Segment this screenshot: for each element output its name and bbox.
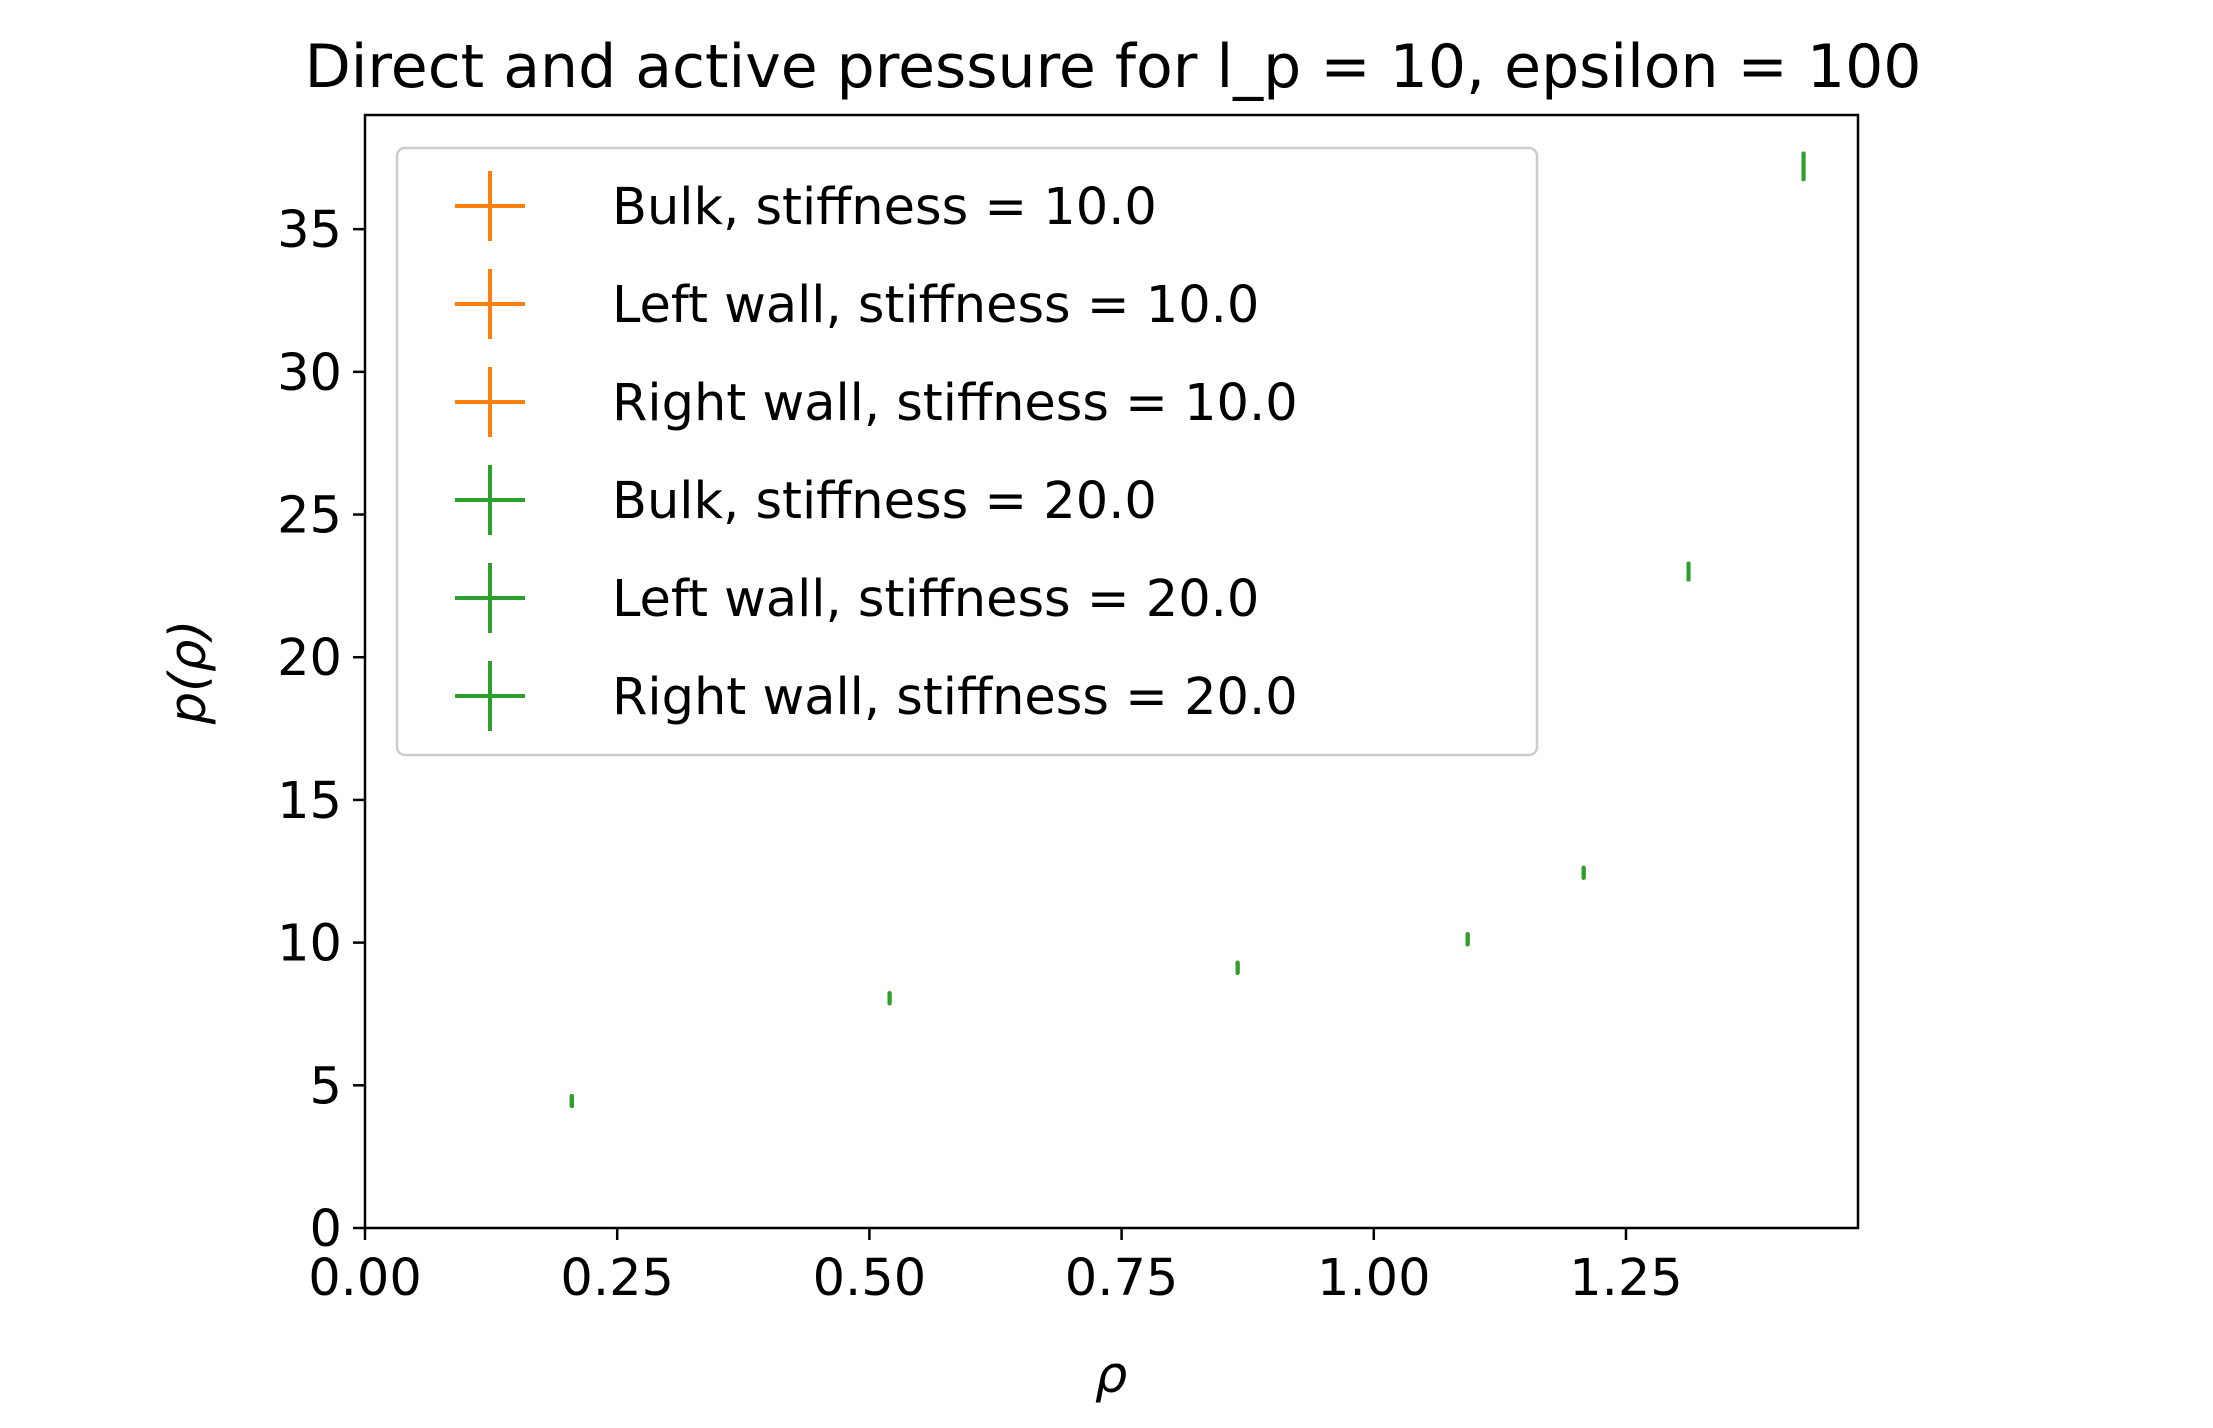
legend-label: Right wall, stiffness = 10.0 — [612, 374, 1298, 433]
y-tick-label: 15 — [277, 772, 342, 831]
x-tick-label: 1.25 — [1569, 1249, 1683, 1308]
legend: Bulk, stiffness = 10.0 Left wall, stiffne… — [395, 146, 1539, 757]
y-tick-label: 35 — [277, 201, 342, 260]
data-layer — [569, 151, 1806, 1109]
y-tick-label: 20 — [277, 629, 342, 688]
legend-item-right-wall-stiffness-10-0: Right wall, stiffness = 10.0 — [455, 367, 1298, 437]
legend-item-left-wall-stiffness-20-0: Left wall, stiffness = 20.0 — [455, 563, 1259, 633]
legend-label: Left wall, stiffness = 20.0 — [612, 570, 1259, 629]
x-tick-label: 1.00 — [1317, 1249, 1431, 1308]
legend-frame — [395, 146, 1539, 757]
legend-label: Bulk, stiffness = 20.0 — [612, 472, 1157, 531]
series-right-wall-stiffness-20-0 — [569, 151, 1806, 1109]
plot-frame — [363, 113, 1860, 1230]
x-axis-label: ρ — [1095, 1346, 1127, 1405]
legend-item-bulk-stiffness-10-0: Bulk, stiffness = 10.0 — [455, 171, 1157, 241]
legend-item-bulk-stiffness-20-0: Bulk, stiffness = 20.0 — [455, 465, 1157, 535]
legend-label: Right wall, stiffness = 20.0 — [612, 668, 1298, 727]
x-tick-label: 0.00 — [308, 1249, 422, 1308]
y-axis-label: p(ρ) — [159, 620, 218, 726]
y-tick-label: 5 — [310, 1057, 342, 1116]
y-tick-label: 10 — [277, 915, 342, 974]
y-tick-label: 25 — [277, 487, 342, 546]
legend-label: Bulk, stiffness = 10.0 — [612, 178, 1157, 237]
y-tick-label: 0 — [310, 1200, 342, 1259]
legend-item-left-wall-stiffness-10-0: Left wall, stiffness = 10.0 — [455, 269, 1259, 339]
y-tick-label: 30 — [277, 344, 342, 403]
chart-title: Direct and active pressure for l_p = 10,… — [305, 32, 1922, 102]
y-axis: 0 5 10 15 20 25 30 35 — [277, 201, 365, 1259]
x-tick-label: 0.50 — [813, 1249, 927, 1308]
x-tick-label: 0.25 — [560, 1249, 674, 1308]
x-axis: 0.00 0.25 0.50 0.75 1.00 1.25 — [308, 1228, 1683, 1308]
legend-label: Left wall, stiffness = 10.0 — [612, 276, 1259, 335]
x-tick-label: 0.75 — [1065, 1249, 1179, 1308]
legend-item-right-wall-stiffness-20-0: Right wall, stiffness = 20.0 — [455, 661, 1298, 731]
